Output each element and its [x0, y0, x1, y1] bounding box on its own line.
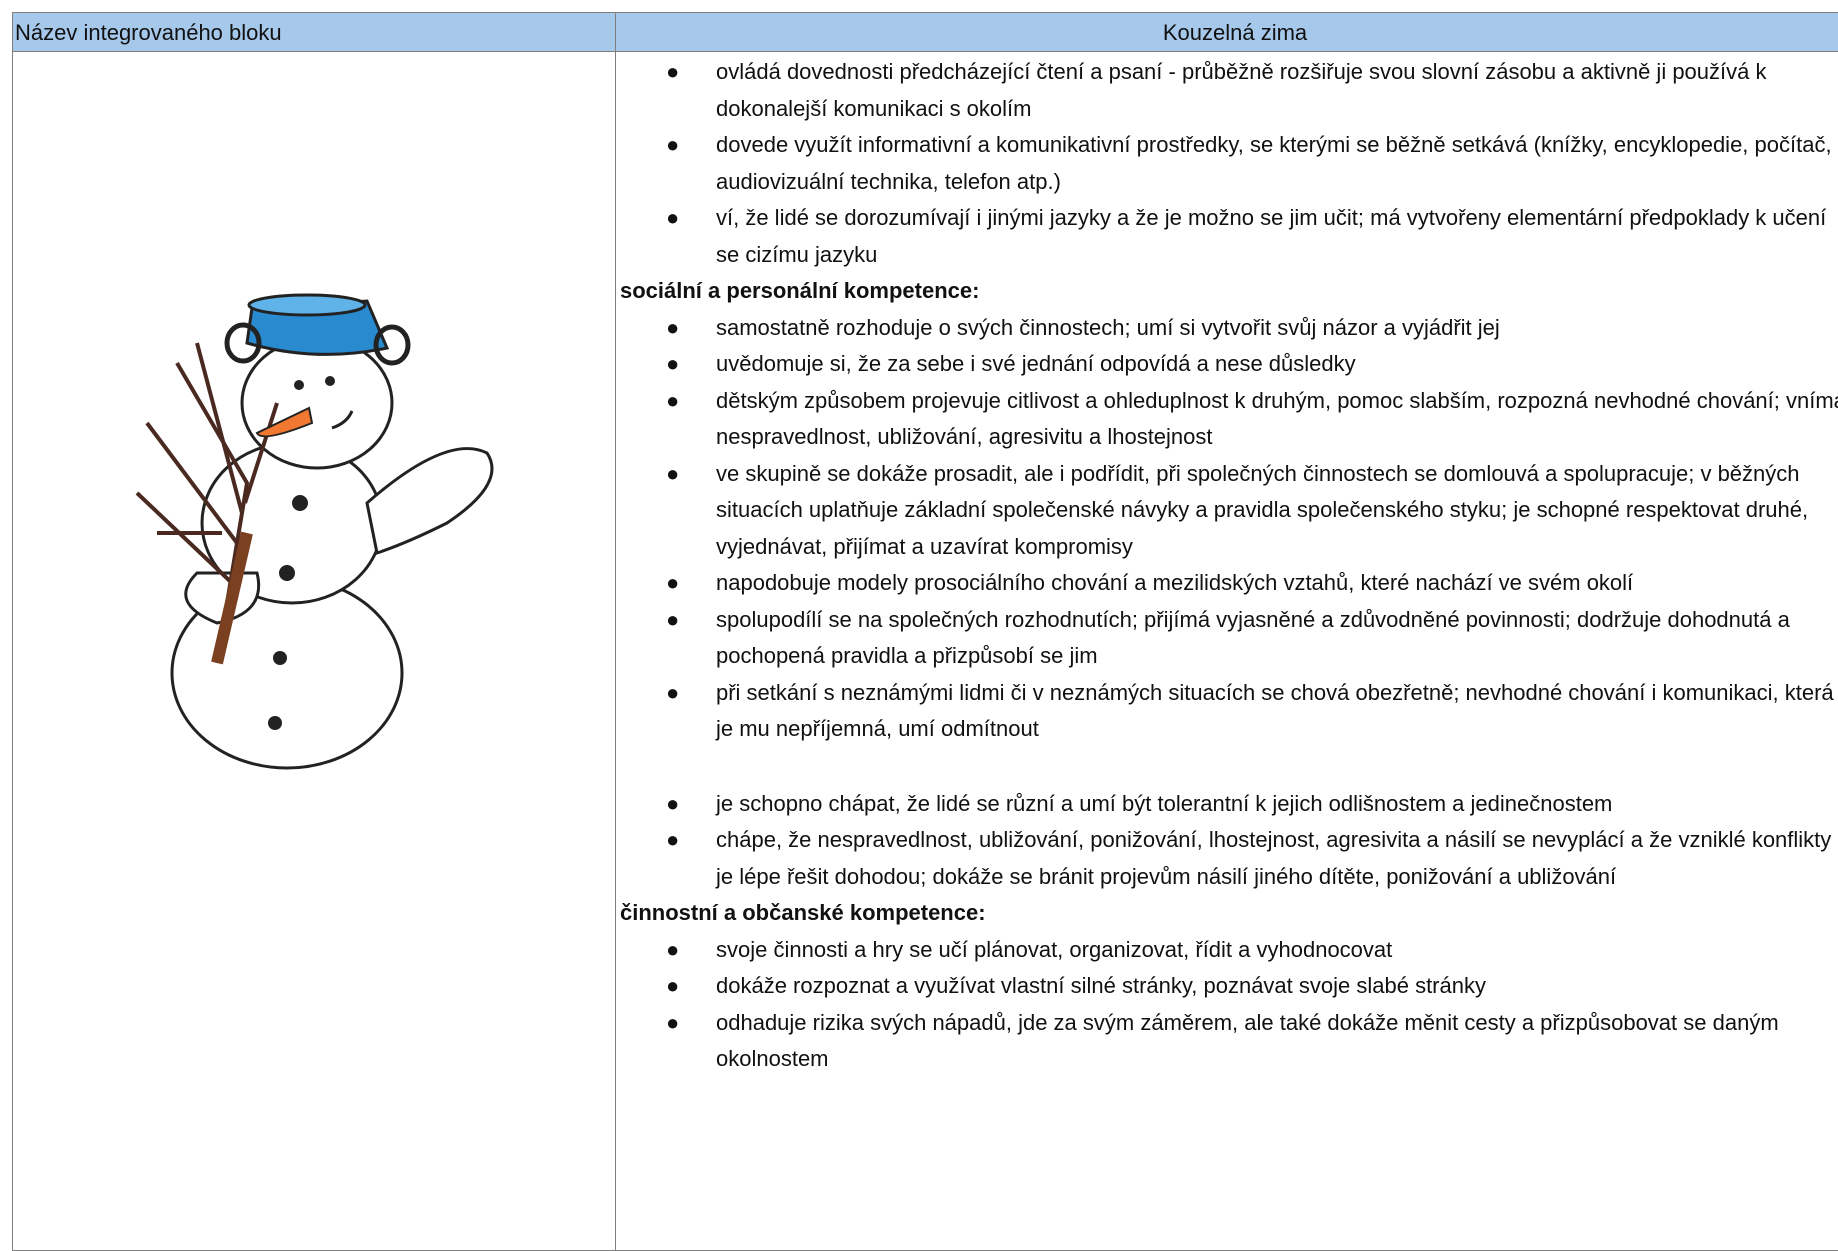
bullet: ●	[666, 387, 680, 413]
item-text: samostatně rozhoduje o svých činnostech;…	[716, 314, 1500, 340]
bullet: ●	[666, 314, 680, 340]
table: Název integrovaného bloku Kouzelná zima	[12, 12, 1838, 1251]
item-text: svoje činnosti a hry se učí plánovat, or…	[716, 936, 1393, 962]
bullet: ●	[666, 205, 680, 230]
bullet: ●	[666, 606, 680, 632]
list-item: ● dokáže rozpoznat a využívat vlastní sil…	[666, 968, 1838, 1005]
text-block: činnostní a občanské kompetence: ● svoje č…	[620, 895, 1838, 1078]
item-text: uvědomuje si, že za sebe i své jednání o…	[716, 351, 1356, 376]
bullet-list: ● ovládá dovednosti předcházející čtení a…	[620, 54, 1838, 273]
item-text: při setkání s neznámými lidmi či v nezná…	[716, 679, 1834, 742]
list-item: ● je schopno chápat, že lidé se různí a u…	[666, 786, 1838, 823]
list-item: ● spolupodílí se na společných rozhodnutí…	[666, 602, 1838, 675]
list-item: ● samostatně rozhoduje o svých činnostech…	[666, 310, 1838, 347]
bullet: ●	[666, 460, 680, 486]
text-block: ● je schopno chápat, že lidé se různí a u…	[620, 786, 1838, 896]
list-item: ● ovládá dovednosti předcházející čtení a…	[666, 54, 1838, 127]
item-text: napodobuje modely prosociálního chování …	[716, 570, 1634, 595]
bullet: ●	[666, 790, 680, 816]
bullet: ●	[666, 827, 680, 852]
bullet: ●	[666, 570, 680, 595]
list-item: ● uvědomuje si, že za sebe i své jednání …	[666, 346, 1838, 383]
list-item: ● chápe, že nespravedlnost, ubližování, p…	[666, 822, 1838, 895]
bullet: ●	[666, 679, 680, 705]
bullet: ●	[666, 936, 680, 962]
list-item: ● ve skupině se dokáže prosadit, ale i po…	[666, 456, 1838, 566]
item-text: dovede využít informativní a komunikativ…	[716, 132, 1832, 194]
header-cell: Kouzelná zima	[615, 12, 1838, 52]
text-block: sociální a personální kompetence: ● samost…	[620, 273, 1838, 748]
content-cell: ● ovládá dovednosti předcházející čtení a…	[615, 51, 1838, 1251]
bullet: ●	[666, 973, 680, 998]
list-item: ● dětským způsobem projevuje citlivost a …	[666, 383, 1838, 456]
item-text: ví, že lidé se dorozumívají i jinými jaz…	[716, 205, 1827, 267]
bullet-list: ● svoje činnosti a hry se učí plánovat, o…	[620, 932, 1838, 1078]
bullet: ●	[666, 59, 680, 84]
snowman-image	[47, 283, 584, 781]
list-item: ● dovede využít informativní a komunikati…	[666, 127, 1838, 200]
text-block: ● ovládá dovednosti předcházející čtení a…	[620, 54, 1838, 273]
item-text: ve skupině se dokáže prosadit, ale i pod…	[716, 460, 1809, 559]
item-text: odhaduje rizika svých nápadů, jde za svý…	[716, 1009, 1779, 1072]
bullet-list: ● je schopno chápat, že lidé se různí a u…	[620, 786, 1838, 896]
section-heading: činnostní a občanské kompetence:	[620, 900, 986, 925]
header-cell: Název integrovaného bloku	[12, 12, 616, 52]
list-item: ● napodobuje modely prosociálního chování…	[666, 565, 1838, 602]
list-item: ● při setkání s neznámými lidmi či v nezn…	[666, 675, 1838, 748]
item-text: dokáže rozpoznat a využívat vlastní siln…	[716, 973, 1486, 998]
page-root: Název integrovaného bloku Kouzelná zima	[12, 12, 1838, 1251]
bullet-list: ● samostatně rozhoduje o svých činnostech…	[620, 310, 1838, 748]
item-text: chápe, že nespravedlnost, ubližování, po…	[716, 827, 1832, 889]
bullet: ●	[666, 351, 680, 376]
bullet: ●	[666, 1009, 680, 1035]
item-text: dětským způsobem projevuje citlivost a o…	[716, 387, 1838, 450]
image-cell	[12, 51, 616, 1251]
section-heading: sociální a personální kompetence:	[620, 278, 980, 303]
item-text: spolupodílí se na společných rozhodnutíc…	[716, 606, 1790, 669]
list-item: ● svoje činnosti a hry se učí plánovat, o…	[666, 932, 1838, 969]
item-text: ovládá dovednosti předcházející čtení a …	[716, 59, 1767, 121]
list-item: ● ví, že lidé se dorozumívají i jinými ja…	[666, 200, 1838, 273]
item-text: je schopno chápat, že lidé se různí a um…	[716, 790, 1613, 816]
bullet: ●	[666, 132, 680, 157]
list-item: ● odhaduje rizika svých nápadů, jde za sv…	[666, 1005, 1838, 1078]
